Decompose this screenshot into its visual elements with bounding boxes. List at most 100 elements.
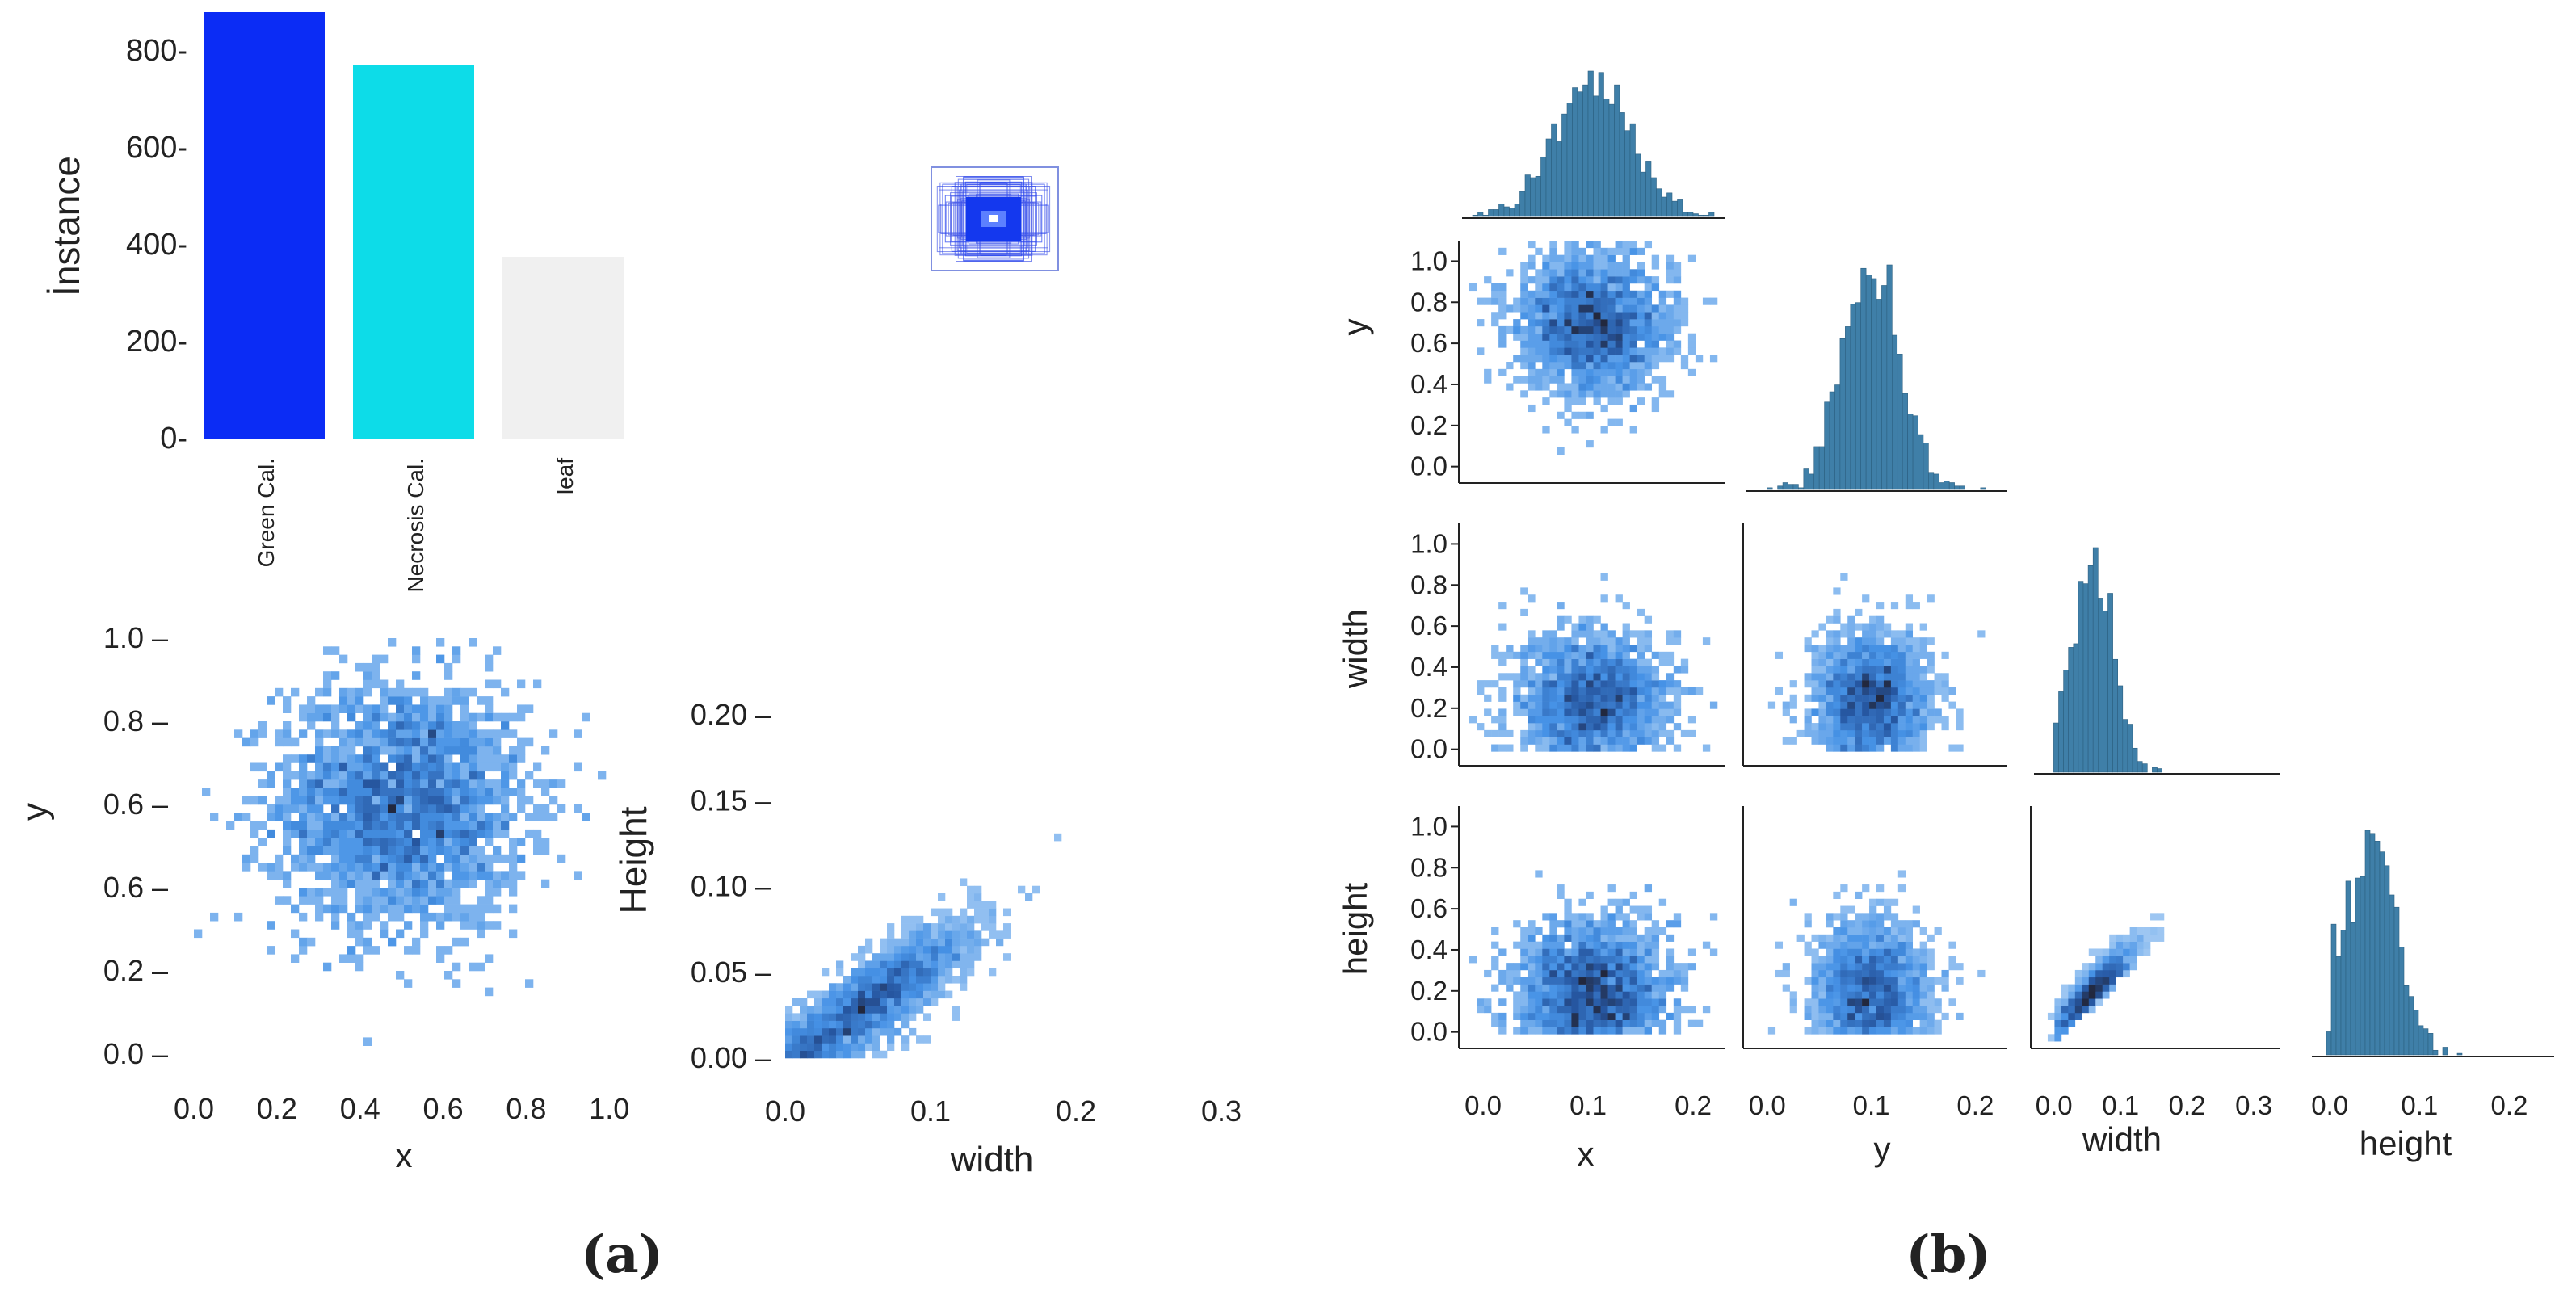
pair-width-y-cell bbox=[1840, 651, 1848, 659]
xy-heat-cell bbox=[388, 912, 397, 922]
pair-height-y-cell bbox=[1956, 976, 1964, 985]
xy-heat-cell bbox=[485, 762, 494, 772]
xy-heat-cell bbox=[355, 879, 364, 888]
pair-height-x-cell bbox=[1513, 976, 1521, 985]
pair-height-x-cell bbox=[1622, 1006, 1630, 1014]
pair-height-x-cell bbox=[1542, 1006, 1550, 1014]
pair-height-y-cell bbox=[1826, 941, 1834, 949]
pair-height-x-cell bbox=[1571, 984, 1579, 992]
xy-heat-cell bbox=[412, 687, 421, 697]
pair-height-x-cell bbox=[1528, 956, 1536, 964]
pair-y-x-cell bbox=[1564, 404, 1572, 413]
pair-height-y-cell bbox=[1927, 948, 1935, 956]
pair-width-x-cell bbox=[1578, 630, 1586, 638]
wh-heat-cell bbox=[800, 1013, 808, 1021]
pair-y-x-cell bbox=[1637, 383, 1645, 391]
wh-heat-cell bbox=[894, 953, 902, 961]
xy-heat-cell bbox=[404, 921, 413, 930]
pair-height-y-cell bbox=[1869, 941, 1877, 949]
pair-y-x-cell bbox=[1615, 262, 1623, 270]
pair-y-x-cell bbox=[1600, 312, 1608, 320]
wh-heat-cell bbox=[836, 968, 844, 976]
wh-heat-cell bbox=[967, 953, 975, 961]
pair-height-x-cell bbox=[1571, 969, 1579, 978]
pair-width-x-cell bbox=[1578, 623, 1586, 631]
xy-heat-cell bbox=[598, 771, 607, 780]
pair-y-x-cell bbox=[1637, 247, 1645, 255]
xy-heat-cell bbox=[307, 754, 316, 763]
pair-height-width-cell bbox=[2109, 941, 2116, 949]
pair-y-x-cell bbox=[1593, 312, 1601, 320]
xy-heat-cell bbox=[452, 871, 461, 880]
xy-heat-cell bbox=[444, 737, 453, 747]
pair-height-width-cell bbox=[2123, 956, 2130, 964]
wh-heat-cell bbox=[901, 1043, 910, 1052]
pair-width-x-cell bbox=[1702, 637, 1711, 645]
pair-y-x-cell bbox=[1666, 326, 1675, 334]
hist-y-bar bbox=[1818, 446, 1825, 490]
pair-height-y-cell bbox=[1883, 941, 1892, 949]
wh-heat-cell bbox=[807, 1006, 815, 1014]
wh-heat-cell bbox=[858, 983, 866, 991]
xy-heat-cell bbox=[380, 929, 389, 939]
hist-x-bar bbox=[1593, 95, 1599, 217]
pair-width-x-cell bbox=[1629, 716, 1637, 724]
pair-height-y-cell bbox=[1905, 984, 1914, 992]
pair-height-y-cell bbox=[1826, 1012, 1834, 1020]
wh-heat-cell bbox=[901, 990, 910, 999]
pair-height-x-cell bbox=[1528, 1019, 1536, 1027]
xy-heat-cell bbox=[339, 854, 348, 863]
pair-width-x-cell bbox=[1651, 744, 1660, 752]
pair-height-x-cell bbox=[1535, 870, 1543, 878]
pair-width-x-cell bbox=[1586, 666, 1594, 674]
wh-heat-cell bbox=[822, 1050, 830, 1059]
xy-heat-cell bbox=[501, 804, 510, 813]
xy-heat-cell bbox=[428, 771, 437, 780]
pair-width-x-cell bbox=[1528, 701, 1536, 709]
pair-width-y-cell bbox=[1840, 723, 1848, 731]
xy-heat-cell bbox=[436, 838, 445, 846]
xy-heat-cell bbox=[396, 779, 405, 788]
xy-heat-cell bbox=[517, 804, 526, 813]
xy-heat-cell bbox=[299, 821, 308, 830]
pair-y-x-cell bbox=[1535, 297, 1543, 305]
wh-heat-cell bbox=[829, 998, 837, 1006]
pair-height-x-cell bbox=[1615, 991, 1623, 999]
pair-y-x-cell bbox=[1557, 283, 1565, 292]
xy-heat-cell bbox=[299, 754, 308, 763]
pair-width-x-cell bbox=[1564, 723, 1572, 731]
pair-height-x-cell bbox=[1520, 1019, 1528, 1027]
xy-heat-cell bbox=[275, 871, 284, 880]
pair-y-x-cell bbox=[1571, 397, 1579, 405]
pair-width-y-cell bbox=[1833, 701, 1841, 709]
wh-heat-cell bbox=[836, 1027, 844, 1036]
pair-width-x-cell bbox=[1498, 651, 1507, 659]
pair-x-axis-label-x: x bbox=[1578, 1135, 1595, 1173]
pair-y-x-cell bbox=[1600, 404, 1608, 413]
xy-heat-cell bbox=[404, 754, 413, 763]
pair-width-y-cell bbox=[1847, 645, 1855, 653]
xy-heat-cell bbox=[347, 762, 356, 772]
xy-heat-cell bbox=[460, 921, 469, 930]
pair-height-y-cell bbox=[1811, 1019, 1819, 1027]
xy-heat-cell bbox=[234, 912, 243, 922]
pair-height-x-cell bbox=[1673, 1006, 1682, 1014]
xy-heat-cell bbox=[501, 762, 510, 772]
pair-y-x-cell bbox=[1549, 326, 1557, 334]
xy-heat-cell bbox=[388, 771, 397, 780]
pair-height-x-cell bbox=[1593, 1006, 1601, 1014]
xy-heat-cell bbox=[460, 829, 469, 838]
pair-x-tick-label: 0.0 bbox=[1464, 1090, 1502, 1120]
pair-y-x-cell bbox=[1578, 355, 1586, 363]
xy-heat-cell bbox=[363, 771, 372, 780]
pair-height-y-cell bbox=[1847, 984, 1855, 992]
xy-heat-cell bbox=[315, 804, 324, 813]
wh-heat-cell bbox=[785, 1043, 793, 1052]
xy-heat-cell bbox=[436, 746, 445, 755]
pair-height-x-cell bbox=[1673, 976, 1682, 985]
pair-y-x-cell bbox=[1615, 376, 1623, 384]
hist-y-bar bbox=[1808, 473, 1815, 490]
pair-width-x-cell bbox=[1680, 687, 1689, 695]
xy-heat-cell bbox=[315, 704, 324, 713]
hist-x-bar bbox=[1687, 212, 1694, 217]
